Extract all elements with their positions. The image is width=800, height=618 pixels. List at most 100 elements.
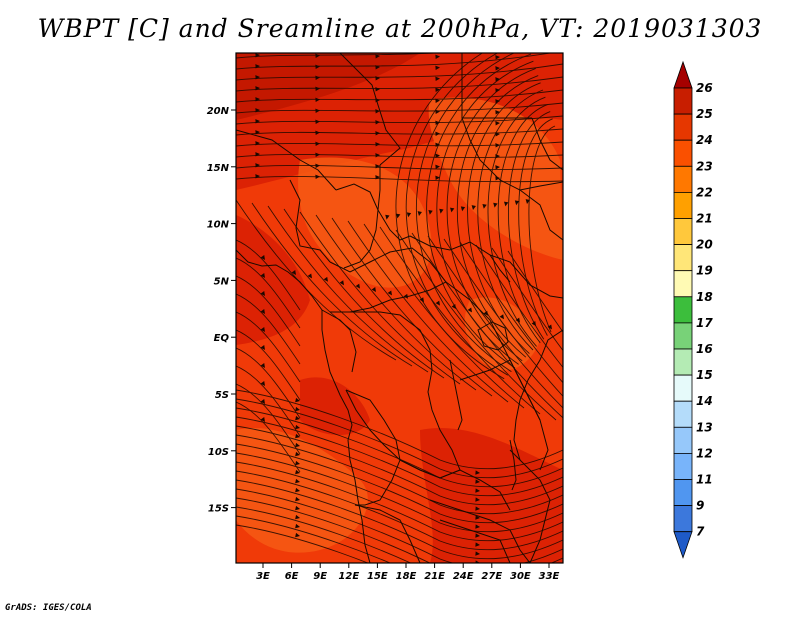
streamline-arrow [260, 417, 265, 422]
streamline-arrow [475, 506, 480, 511]
latitude-label: EQ [214, 333, 230, 344]
streamline [236, 383, 301, 455]
latitude-label: 5N [214, 276, 230, 287]
streamline-arrow [495, 66, 500, 71]
streamline-arrow [355, 283, 360, 289]
streamline [236, 479, 563, 560]
streamline-arrow [371, 287, 376, 292]
colorbar-segment [673, 505, 693, 533]
latitude-label: 5S [215, 390, 229, 401]
streamline-arrow [495, 154, 500, 159]
streamline [236, 425, 563, 506]
streamline-arrow [295, 487, 300, 493]
colorbar-segment [673, 165, 693, 193]
border-egypt-sudan [461, 53, 532, 119]
streamline-arrow [295, 397, 300, 403]
streamline-arrow [504, 201, 509, 207]
streamline-arrow [375, 120, 380, 125]
map-area [236, 53, 563, 591]
streamline-arrow [419, 297, 424, 303]
streamline-arrow [475, 533, 480, 538]
longitude-label: 24E [453, 571, 474, 582]
country-borders [236, 53, 563, 563]
border-east-coast [513, 329, 563, 461]
streamline-arrow [295, 532, 300, 538]
streamline [236, 53, 441, 59]
colorbar-bottom-arrow [673, 531, 693, 559]
colorbar-segment [673, 374, 693, 402]
streamline-arrow [475, 587, 480, 591]
streamline-arrow [475, 524, 480, 529]
streamline-arrow [475, 560, 480, 563]
wbpt-patch-center-band [298, 157, 432, 288]
wbpt-patch-south-central [300, 377, 370, 435]
streamline-arrow [495, 77, 500, 82]
colorbar-label: 26 [696, 81, 713, 95]
colorbar-label: 21 [696, 212, 713, 226]
streamline-arrow [375, 131, 380, 136]
streamline-arrow [295, 514, 300, 520]
latitude-label: 10S [208, 447, 229, 458]
latitude-label: 15S [208, 504, 229, 515]
streamline [236, 293, 301, 365]
colorbar-label: 25 [696, 107, 713, 121]
streamline [443, 238, 563, 397]
streamline [236, 524, 369, 563]
streamline-arrow [514, 200, 520, 206]
streamline [236, 257, 301, 329]
colorbar-segment [673, 218, 693, 246]
streamline-arrow [255, 64, 260, 69]
streamline-arrow [451, 304, 456, 309]
border-zimbabwe [429, 499, 531, 563]
streamline-arrow [255, 174, 260, 179]
colorbar-label: 19 [696, 264, 713, 278]
border-ethiopia-south [489, 254, 563, 299]
streamline [507, 250, 563, 333]
streamline-arrow [295, 433, 300, 439]
streamline-arrow [475, 479, 480, 484]
colorbar-segment [673, 322, 693, 350]
streamline-arrow [435, 300, 440, 306]
grads-credit: GrADS: IGES/COLA [5, 603, 92, 613]
longitude-label: 6E [285, 571, 299, 582]
latitude-label: 15N [207, 163, 230, 174]
streamline [236, 347, 301, 419]
colorbar-segment [673, 244, 693, 272]
streamline-arrow [435, 76, 440, 82]
streamline [491, 247, 563, 352]
colorbar-label: 11 [696, 473, 713, 487]
longitude-label: 9E [313, 571, 327, 582]
streamline-arrow [482, 203, 487, 209]
streamline-arrow [387, 290, 392, 296]
streamline-arrow [375, 76, 380, 81]
streamline [236, 461, 563, 542]
streamline [236, 398, 563, 479]
streamline-arrow [295, 505, 300, 511]
border-mozambique [509, 449, 551, 563]
border-namibia [354, 504, 421, 563]
streamline [236, 506, 412, 563]
streamline [236, 329, 301, 401]
streamline-arrow [495, 143, 500, 148]
streamline-arrow [255, 53, 260, 58]
longitude-label: 27E [481, 571, 502, 582]
border-nigeria [289, 179, 331, 263]
streamline-arrow [295, 478, 300, 484]
colorbar-segment [673, 270, 693, 298]
streamline [315, 214, 477, 391]
streamline-arrow [307, 273, 312, 279]
streamline-arrow [435, 142, 440, 148]
streamline [267, 205, 429, 373]
border-zambia [399, 459, 511, 511]
wbpt-patch-west [236, 215, 310, 345]
streamline-arrow [417, 211, 422, 216]
streamline [395, 229, 557, 421]
streamline [236, 497, 563, 563]
streamline-arrow [260, 381, 265, 386]
streamline-arrow [547, 324, 552, 330]
streamline [236, 470, 563, 551]
streamline-arrow [460, 206, 466, 212]
streamline-arrow [260, 309, 265, 314]
streamline-arrow [315, 152, 320, 158]
border-chad-sudan [377, 165, 411, 241]
